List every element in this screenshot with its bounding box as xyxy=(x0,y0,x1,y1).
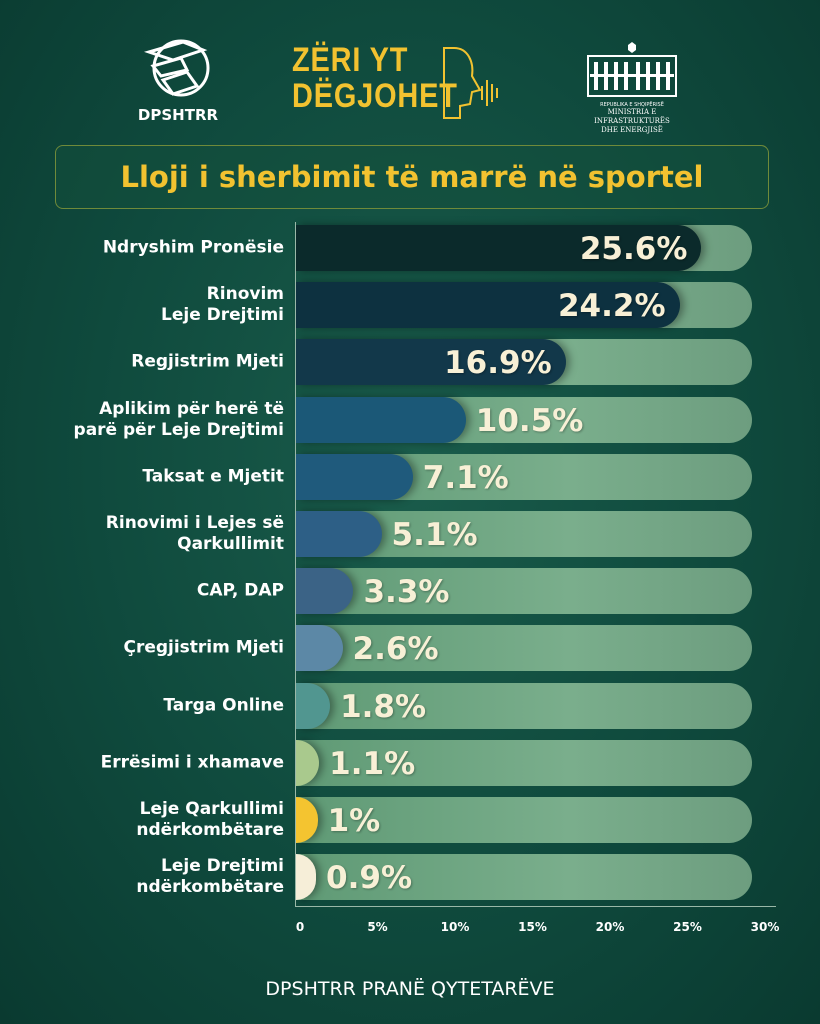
category-label: Targa Online xyxy=(4,695,284,716)
x-tick-label: 30% xyxy=(750,920,780,934)
category-label: Taksat e Mjetit xyxy=(4,466,284,487)
x-tick-label: 20% xyxy=(595,920,625,934)
category-label-line: Ndryshim Pronësie xyxy=(102,237,284,258)
ministry-republic: REPUBLIKA E SHQIPËRISË xyxy=(600,102,664,108)
x-tick-label: 25% xyxy=(673,920,702,934)
value-label: 16.9% xyxy=(444,345,552,382)
category-label: Leje Drejtimi ndërkombëtare xyxy=(4,856,284,898)
value-label: 2.6% xyxy=(352,631,439,668)
bar xyxy=(296,739,320,786)
value-label: 5.1% xyxy=(391,517,478,553)
dpshtrr-logo: DPSHTRR xyxy=(128,36,228,124)
ministry-logo: REPUBLIKA E SHQIPËRISË MINISTRIA E INFRA… xyxy=(572,40,692,135)
value-label: 25.6% xyxy=(579,231,688,267)
bar-track xyxy=(296,854,752,901)
category-label-line: parë për Leje Drejtimi xyxy=(73,419,284,440)
value-label: 24.2% xyxy=(557,288,666,325)
category-label-line: ndërkombëtare xyxy=(136,820,284,840)
ministry-name-2: DHE ENERGJISË xyxy=(601,126,663,134)
bar xyxy=(296,282,680,329)
bar-track xyxy=(296,739,752,786)
category-label-line: Qarkullimit xyxy=(177,534,284,554)
dpshtrr-logo-text: DPSHTRR xyxy=(137,106,219,124)
category-label-line: Aplikim për herë të xyxy=(99,398,284,419)
bar xyxy=(296,797,318,843)
category-label: CAP, DAP xyxy=(4,581,284,602)
bar xyxy=(296,682,331,729)
x-tick-label: 5% xyxy=(367,920,388,934)
bar xyxy=(296,625,343,672)
value-label: 3.3% xyxy=(363,574,450,611)
category-label-line: Leje Qarkullimi xyxy=(139,799,284,819)
category-label: Aplikim për herë të parë për Leje Drejtim… xyxy=(4,399,284,441)
x-tick-label: 10% xyxy=(440,920,470,934)
value-label: 0.9% xyxy=(326,860,413,897)
value-label: 10.5% xyxy=(475,402,584,439)
x-tick-label: 0 xyxy=(295,920,305,934)
bar-track xyxy=(296,682,752,729)
category-label: Leje Qarkullimi ndërkombëtare xyxy=(4,799,284,841)
dpshtrr-emblem-icon xyxy=(143,39,210,97)
category-label: Rinovimi i Lejes së Qarkullimit xyxy=(4,513,284,555)
head-sound-icon xyxy=(443,47,498,119)
bar xyxy=(296,225,702,271)
ministry-name: MINISTRIA E INFRASTRUKTURËS xyxy=(594,108,670,125)
category-label-line: Rinovim xyxy=(206,284,284,305)
bar-track xyxy=(296,625,752,672)
campaign-brand: ZËRI YT DËGJOHET xyxy=(292,42,458,114)
category-label-line: Leje Drejtimi xyxy=(161,305,284,326)
category-label: Regjistrim Mjeti xyxy=(4,352,284,373)
chart-title-box: Lloji i sherbimit të marrë në sportel xyxy=(55,145,769,209)
value-label: 1.1% xyxy=(329,745,416,782)
value-label: 1% xyxy=(327,803,381,839)
bar xyxy=(296,854,317,901)
category-label-line: Errësimi i xhamave xyxy=(100,752,284,773)
category-label-line: ndërkombëtare xyxy=(136,877,284,898)
value-label: 1.8% xyxy=(340,688,427,725)
category-label-line: Çregjistrim Mjeti xyxy=(123,637,284,658)
y-axis-line xyxy=(295,222,296,907)
category-label-line: Leje Drejtimi xyxy=(161,856,284,877)
x-axis-line xyxy=(296,906,776,907)
ministry-building-icon xyxy=(587,42,677,97)
footer-slogan: DPSHTRR PRANË QYTETARËVE xyxy=(265,978,555,1000)
category-label-line: CAP, DAP xyxy=(196,580,284,601)
category-label: Errësimi i xhamave xyxy=(4,752,284,773)
value-label: 7.1% xyxy=(422,459,509,496)
bar-track xyxy=(296,797,752,843)
category-label-line: Regjistrim Mjeti xyxy=(131,351,284,372)
category-label-line: Targa Online xyxy=(163,695,284,716)
bar xyxy=(296,453,413,500)
bar-track xyxy=(296,568,752,615)
bar xyxy=(296,568,354,615)
bar xyxy=(296,511,382,557)
bar xyxy=(296,339,566,386)
brand-line-1: ZËRI YT xyxy=(292,41,409,79)
bar xyxy=(296,396,466,443)
category-label-line: Rinovimi i Lejes së xyxy=(105,513,284,533)
category-label: Çregjistrim Mjeti xyxy=(4,638,284,659)
brand-line-2: DËGJOHET xyxy=(292,77,458,115)
chart-title: Lloji i sherbimit të marrë në sportel xyxy=(120,160,704,194)
x-tick-label: 15% xyxy=(518,920,547,934)
category-label: Ndryshim Pronësie xyxy=(4,238,284,259)
category-label-line: Taksat e Mjetit xyxy=(142,466,284,487)
category-label: Rinovim Leje Drejtimi xyxy=(4,284,284,326)
